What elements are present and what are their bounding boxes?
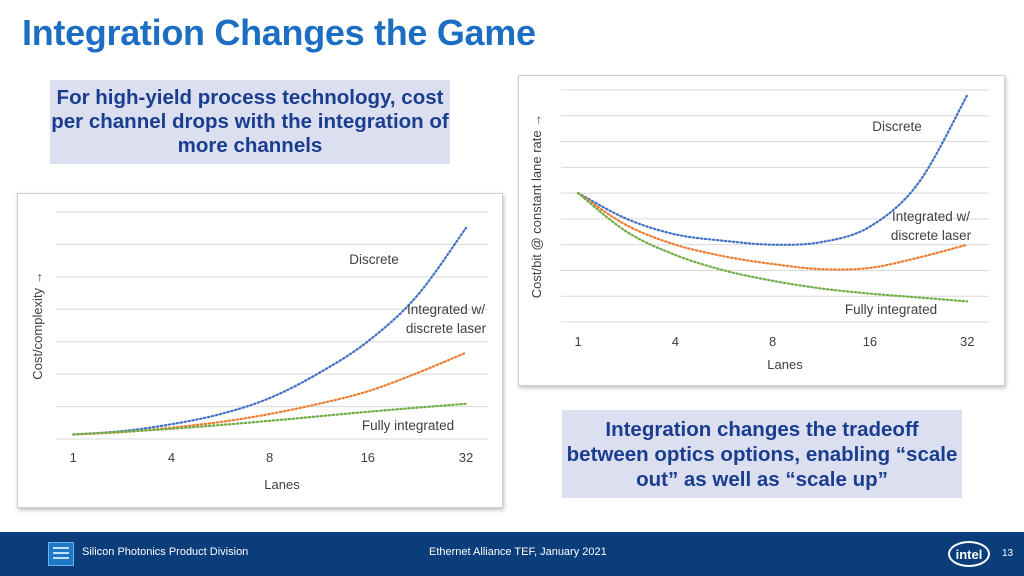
callout-bottom-text: Integration changes the tradeoff between… (566, 417, 958, 491)
chart-cost-complexity-svg: 1 4 8 16 32 Lanes Cost/complexity → Discrete Int… (30, 211, 488, 492)
series-label: discrete laser (891, 228, 972, 243)
x-tick-label: 8 (266, 450, 273, 465)
series-label: Integrated w/ (892, 209, 970, 224)
series-line-discrete (577, 94, 969, 246)
x-tick-label: 32 (459, 450, 473, 465)
series-line-discrete (72, 226, 468, 436)
series-line-fully-integrated (577, 192, 969, 303)
intel-logo: intel (948, 541, 990, 567)
callout-bottom: Integration changes the tradeoff between… (562, 410, 962, 498)
x-tick-label: 16 (361, 450, 375, 465)
series-label: Discrete (872, 119, 922, 134)
chart-cost-complexity: 1 4 8 16 32 Lanes Cost/complexity → Discrete Int… (17, 193, 503, 508)
x-tick-label: 8 (769, 334, 776, 349)
series-label: Fully integrated (845, 302, 937, 317)
x-tick-label: 1 (70, 450, 77, 465)
series-line-integrated-w-discrete-laser (577, 192, 969, 271)
series-label: Discrete (349, 252, 399, 267)
y-axis-label: Cost/bit @ constant lane rate → (529, 114, 544, 298)
callout-top-text: For high-yield process technology, cost … (51, 86, 449, 157)
y-axis-label: Cost/complexity → (30, 271, 45, 379)
slide-title: Integration Changes the Game (22, 12, 536, 53)
series-line-fully-integrated (72, 402, 468, 436)
series-label: Fully integrated (362, 418, 454, 433)
footer-event: Ethernet Alliance TEF, January 2021 (429, 546, 607, 558)
x-axis-label: Lanes (767, 357, 803, 372)
x-tick-label: 16 (863, 334, 877, 349)
footer: Silicon Photonics Product Division Ether… (0, 532, 1024, 576)
chart-cost-per-bit-svg: 1 4 8 16 32 Lanes Cost/bit @ constant lane rat… (529, 89, 989, 372)
chart-cost-per-bit: 1 4 8 16 32 Lanes Cost/bit @ constant lane rat… (518, 75, 1005, 386)
x-tick-label: 1 (575, 334, 582, 349)
callout-top: For high-yield process technology, cost … (50, 80, 450, 164)
x-tick-label: 32 (960, 334, 974, 349)
series-label: discrete laser (406, 321, 487, 336)
page-number: 13 (1002, 548, 1014, 559)
x-tick-label: 4 (168, 450, 175, 465)
footer-division: Silicon Photonics Product Division (82, 546, 249, 558)
series-label: Integrated w/ (407, 302, 485, 317)
x-tick-label: 4 (672, 334, 679, 349)
division-logo-icon (48, 542, 74, 566)
x-axis-label: Lanes (264, 477, 300, 492)
